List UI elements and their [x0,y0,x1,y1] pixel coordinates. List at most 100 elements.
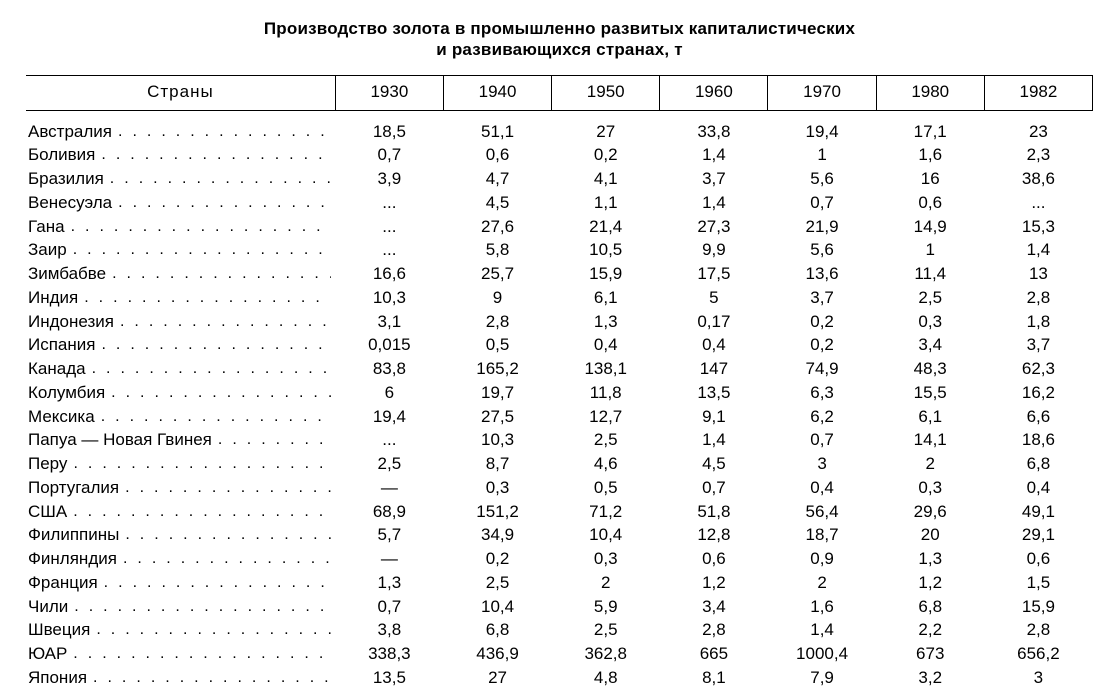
value-cell: 5,7 [335,523,443,547]
leader-dots: ........................................… [120,314,331,330]
value-cell: 4,8 [552,666,660,690]
value-cell: 0,2 [768,310,876,334]
value-cell: ... [984,191,1092,215]
table-row: США.....................................… [26,500,1093,524]
value-cell: 4,1 [552,167,660,191]
leader-dots: ........................................… [73,504,331,520]
value-cell: 0,7 [768,428,876,452]
value-cell: 138,1 [552,357,660,381]
value-cell: 25,7 [443,262,551,286]
value-cell: 1,4 [660,428,768,452]
country-cell: ЮАР.....................................… [26,642,335,666]
value-cell: 4,5 [443,191,551,215]
value-cell: 1,1 [552,191,660,215]
table-row: Франция.................................… [26,571,1093,595]
value-cell: 16 [876,167,984,191]
country-cell: Филиппины...............................… [26,523,335,547]
value-cell: 2,8 [660,618,768,642]
leader-dots: ........................................… [123,551,331,567]
table-row: Колумбия................................… [26,381,1093,405]
value-cell: 2,3 [984,143,1092,167]
value-cell: 2,8 [984,618,1092,642]
leader-dots: ........................................… [118,195,331,211]
value-cell: 2,5 [552,618,660,642]
value-cell: 8,1 [660,666,768,690]
value-cell: 23 [984,110,1092,143]
value-cell: 0,9 [768,547,876,571]
value-cell: 362,8 [552,642,660,666]
value-cell: 1,6 [876,143,984,167]
value-cell: 5,6 [768,167,876,191]
leader-dots: ........................................… [96,622,331,638]
value-cell: 0,2 [443,547,551,571]
country-name: Венесуэла [28,192,118,214]
table-head: Страны 1930 1940 1950 1960 1970 1980 198… [26,75,1093,110]
value-cell: 12,8 [660,523,768,547]
col-header-year: 1980 [876,75,984,110]
value-cell: 17,5 [660,262,768,286]
value-cell: 0,6 [660,547,768,571]
country-cell: Индия...................................… [26,286,335,310]
leader-dots: ........................................… [112,266,331,282]
value-cell: 83,8 [335,357,443,381]
leader-dots: ........................................… [118,124,331,140]
value-cell: 6,2 [768,405,876,429]
value-cell: 0,5 [552,476,660,500]
leader-dots: ........................................… [111,385,331,401]
table-row: Португалия..............................… [26,476,1093,500]
country-cell: Гана....................................… [26,215,335,239]
value-cell: 2 [876,452,984,476]
value-cell: 17,1 [876,110,984,143]
country-name: ЮАР [28,643,73,665]
value-cell: 338,3 [335,642,443,666]
value-cell: 3,9 [335,167,443,191]
value-cell: 6,3 [768,381,876,405]
value-cell: 13,6 [768,262,876,286]
col-header-year: 1950 [552,75,660,110]
value-cell: 1,3 [552,310,660,334]
page: Производство золота в промышленно развит… [0,0,1119,688]
value-cell: 1 [768,143,876,167]
value-cell: 0,4 [660,333,768,357]
value-cell: 10,4 [552,523,660,547]
country-cell: Чили....................................… [26,595,335,619]
value-cell: 3,7 [768,286,876,310]
value-cell: 673 [876,642,984,666]
value-cell: 27 [443,666,551,690]
country-cell: Испания.................................… [26,333,335,357]
table-row: Бразилия................................… [26,167,1093,191]
leader-dots: ........................................… [73,242,332,258]
value-cell: 656,2 [984,642,1092,666]
country-name: Филиппины [28,524,125,546]
value-cell: 0,015 [335,333,443,357]
value-cell: 5,8 [443,238,551,262]
value-cell: 14,1 [876,428,984,452]
table-row: Австралия...............................… [26,110,1093,143]
country-name: Гана [28,216,71,238]
value-cell: 6,8 [443,618,551,642]
country-cell: Швеция..................................… [26,618,335,642]
value-cell: 3 [768,452,876,476]
value-cell: 1,2 [660,571,768,595]
table-row: Япония..................................… [26,666,1093,690]
title-line-2: и развивающихся странах, т [436,40,682,59]
value-cell: 1,3 [335,571,443,595]
table-row: Гана....................................… [26,215,1093,239]
value-cell: 10,3 [443,428,551,452]
table-row: Мексика.................................… [26,405,1093,429]
value-cell: 9 [443,286,551,310]
value-cell: 0,6 [876,191,984,215]
value-cell: 5,9 [552,595,660,619]
leader-dots: ........................................… [84,290,331,306]
country-name: Франция [28,572,104,594]
value-cell: 0,4 [768,476,876,500]
value-cell: 0,4 [552,333,660,357]
table-row: ЮАР.....................................… [26,642,1093,666]
table-row: Индонезия...............................… [26,310,1093,334]
value-cell: 1,8 [984,310,1092,334]
value-cell: 2,8 [443,310,551,334]
country-name: Швеция [28,619,96,641]
value-cell: 27 [552,110,660,143]
value-cell: 1,6 [768,595,876,619]
value-cell: 14,9 [876,215,984,239]
